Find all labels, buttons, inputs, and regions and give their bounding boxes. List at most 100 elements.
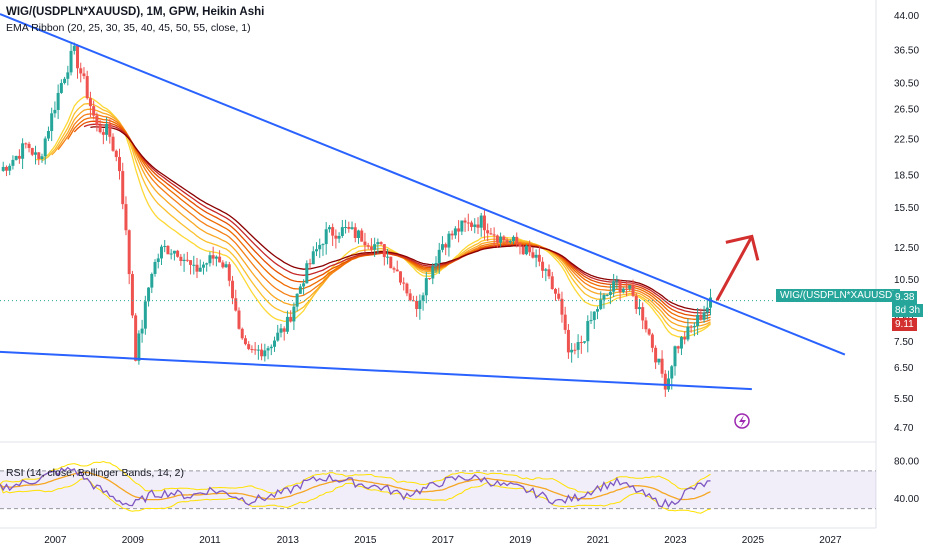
candle-body bbox=[382, 244, 386, 258]
candle-body bbox=[699, 314, 703, 320]
candle-body bbox=[437, 249, 441, 263]
candle-body bbox=[495, 235, 499, 243]
candle-body bbox=[386, 256, 390, 258]
candle-body bbox=[156, 258, 160, 262]
trendlines bbox=[0, 13, 876, 391]
candle-body bbox=[176, 250, 180, 257]
time-tick-label: 2025 bbox=[742, 535, 765, 546]
candle-body bbox=[263, 350, 267, 357]
candle-body bbox=[179, 256, 183, 261]
candle-body bbox=[486, 230, 490, 234]
candle-body bbox=[40, 156, 44, 160]
candle-body bbox=[453, 228, 457, 236]
candle-body bbox=[17, 155, 21, 159]
candle-body bbox=[605, 295, 609, 297]
candle-body bbox=[418, 300, 422, 309]
candle-body bbox=[570, 349, 574, 353]
candle-body bbox=[298, 286, 302, 294]
rsi-band bbox=[0, 470, 876, 510]
candle-body bbox=[117, 157, 121, 172]
misc-overlays bbox=[715, 234, 760, 429]
candle-body bbox=[189, 260, 193, 265]
ema-line-25 bbox=[41, 103, 711, 333]
candle-body bbox=[531, 252, 535, 258]
candle-body bbox=[56, 92, 60, 110]
candle-body bbox=[134, 315, 138, 361]
candle-body bbox=[521, 246, 525, 255]
candle-body bbox=[534, 254, 538, 258]
candle-body bbox=[315, 249, 319, 252]
candle-body bbox=[66, 72, 70, 79]
price-axis: 44.00 36.50 30.50 26.50 22.50 18.50 15.50 12.50… bbox=[894, 11, 919, 505]
candle-body bbox=[489, 233, 493, 235]
candle-body bbox=[537, 254, 541, 262]
candle-body bbox=[689, 326, 693, 328]
rsi-tick-label: 40.00 bbox=[894, 494, 919, 505]
candle-body bbox=[105, 123, 109, 135]
candle-body bbox=[654, 347, 658, 363]
candle-body bbox=[234, 298, 238, 311]
candle-body bbox=[92, 106, 96, 116]
candle-body bbox=[195, 264, 199, 272]
price-tick-label: 4.70 bbox=[894, 423, 914, 434]
trendline-upper bbox=[0, 13, 846, 356]
price-tick-label: 5.50 bbox=[894, 394, 914, 405]
candle-body bbox=[544, 269, 548, 271]
candle-body bbox=[499, 236, 503, 243]
candle-body bbox=[289, 316, 293, 322]
candle-body bbox=[205, 263, 209, 265]
candle-body bbox=[505, 240, 509, 243]
countdown-tag: 8d 3h bbox=[892, 304, 924, 317]
candle-body bbox=[59, 83, 63, 93]
candle-body bbox=[586, 321, 590, 342]
candle-body bbox=[224, 264, 228, 268]
candle-body bbox=[528, 245, 532, 253]
candle-body bbox=[508, 240, 512, 243]
candle-body bbox=[599, 299, 603, 310]
candle-body bbox=[631, 285, 635, 296]
candle-body bbox=[253, 349, 257, 351]
candle-body bbox=[331, 227, 335, 236]
candle-body bbox=[566, 329, 570, 353]
price-tick-label: 7.50 bbox=[894, 337, 914, 348]
candle-body bbox=[470, 222, 474, 227]
price-tick-label: 36.50 bbox=[894, 46, 919, 57]
candle-body bbox=[321, 244, 325, 246]
candle-body bbox=[218, 256, 222, 263]
candle-body bbox=[214, 256, 218, 259]
candle-body bbox=[411, 300, 415, 302]
candle-body bbox=[185, 259, 189, 261]
candle-body bbox=[650, 334, 654, 348]
candle-body bbox=[137, 333, 141, 361]
candle-body bbox=[479, 215, 483, 228]
price-tick-label: 10.50 bbox=[894, 275, 919, 286]
candle-body bbox=[602, 295, 606, 300]
candle-body bbox=[282, 328, 286, 332]
candle-body bbox=[292, 306, 296, 322]
candle-body bbox=[634, 295, 638, 310]
candle-body bbox=[515, 236, 519, 244]
candle-body bbox=[595, 309, 599, 312]
candle-body bbox=[114, 150, 118, 158]
candle-body bbox=[79, 68, 83, 74]
candle-body bbox=[337, 235, 341, 239]
candle-body bbox=[641, 307, 645, 321]
candle-body bbox=[37, 152, 41, 160]
candle-body bbox=[482, 215, 486, 231]
candle-body bbox=[547, 269, 551, 277]
candle-body bbox=[182, 259, 186, 261]
candle-body bbox=[560, 298, 564, 315]
candle-body bbox=[402, 282, 406, 284]
ema-line-20 bbox=[35, 96, 711, 338]
candle-body bbox=[579, 342, 583, 344]
candle-body bbox=[444, 244, 448, 248]
candle-body bbox=[673, 346, 677, 367]
candle-body bbox=[130, 274, 134, 316]
price-tick-label: 44.00 bbox=[894, 11, 919, 22]
time-tick-label: 2013 bbox=[277, 535, 300, 546]
candle-body bbox=[46, 131, 50, 139]
trendline-lower bbox=[0, 350, 752, 391]
candle-body bbox=[285, 316, 289, 332]
candle-body bbox=[240, 328, 244, 339]
